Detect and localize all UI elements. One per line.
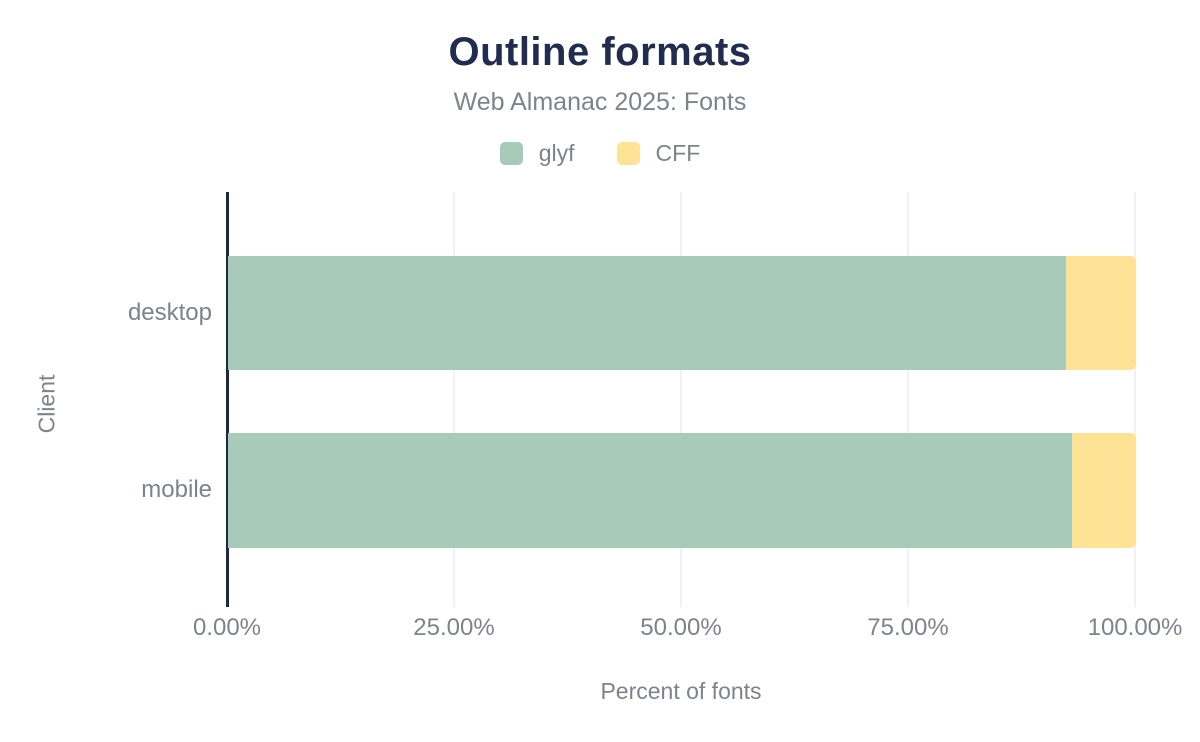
gridline-50 xyxy=(680,192,682,607)
gridline-25 xyxy=(453,192,455,607)
y-axis-title: Client xyxy=(33,374,60,434)
legend-label-glyf: glyf xyxy=(538,140,575,166)
bar-segment-desktop-cff[interactable] xyxy=(1066,256,1136,370)
bar-segment-mobile-glyf[interactable] xyxy=(228,433,1072,548)
bar-segment-desktop-glyf[interactable] xyxy=(228,256,1067,370)
gridline-100 xyxy=(1134,192,1136,607)
x-tick-50: 50.00% xyxy=(640,614,722,641)
x-tick-75: 75.00% xyxy=(867,614,949,641)
bar-segment-mobile-cff[interactable] xyxy=(1071,433,1136,548)
category-label-desktop: desktop xyxy=(127,299,212,326)
bar-desktop xyxy=(228,256,1136,370)
chart-title: Outline formats xyxy=(448,30,752,74)
legend-swatch-cff-icon xyxy=(616,142,640,165)
chart-subtitle: Web Almanac 2025: Fonts xyxy=(453,88,747,116)
x-tick-0: 0.00% xyxy=(192,614,262,641)
legend-label-cff: CFF xyxy=(655,140,701,166)
legend-item-glyf[interactable]: glyf xyxy=(499,140,575,167)
gridline-75 xyxy=(907,192,909,607)
legend: glyf CFF xyxy=(0,140,1200,167)
bar-mobile xyxy=(228,433,1136,548)
plot-area xyxy=(226,192,1136,607)
x-tick-25: 25.00% xyxy=(413,614,495,641)
legend-item-cff[interactable]: CFF xyxy=(616,140,701,167)
legend-swatch-glyf-icon xyxy=(499,142,523,165)
y-axis-line xyxy=(226,192,229,607)
category-label-mobile: mobile xyxy=(141,476,212,503)
x-axis-title: Percent of fonts xyxy=(600,678,762,704)
x-tick-100: 100.00% xyxy=(1087,614,1183,641)
